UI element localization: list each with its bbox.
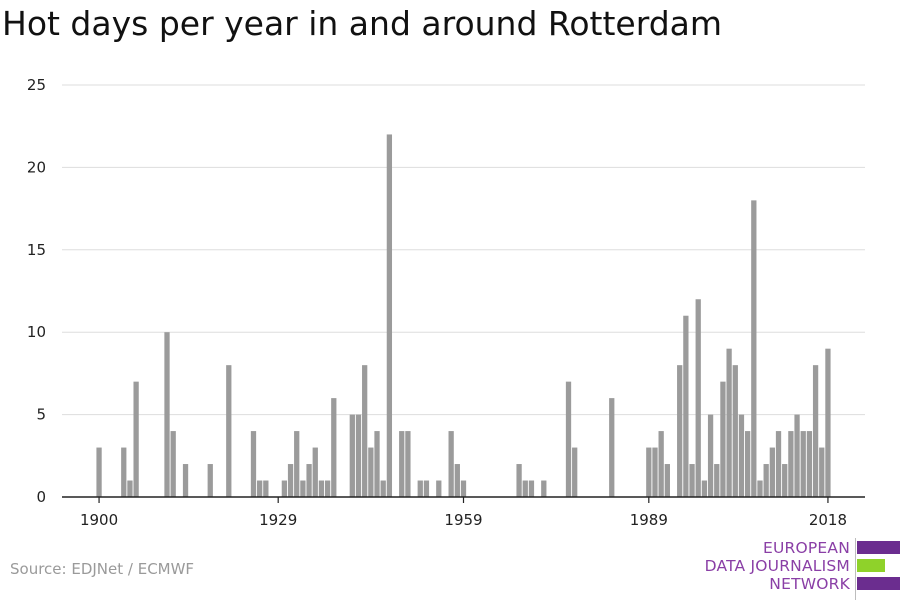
- bar-1912: [170, 431, 176, 497]
- bar-1968: [516, 464, 522, 497]
- bar-2002: [726, 348, 732, 497]
- bar-1911: [164, 332, 170, 497]
- x-tick-label: 1929: [259, 511, 297, 529]
- bar-1914: [182, 464, 189, 497]
- bar-1955: [436, 480, 442, 497]
- bar-1994: [677, 365, 683, 497]
- x-tick-label: 1989: [630, 511, 668, 529]
- y-tick-label: 10: [27, 323, 46, 341]
- bar-1937: [324, 480, 331, 497]
- bar-2012: [788, 431, 794, 497]
- bar-1983: [609, 398, 615, 497]
- bar-1977: [572, 447, 578, 497]
- bar-1958: [454, 464, 460, 497]
- bar-1957: [448, 431, 454, 497]
- bar-1904: [121, 447, 127, 497]
- bar-1947: [386, 134, 393, 497]
- bar-1991: [658, 431, 664, 497]
- logo-text-european: EUROPEAN: [762, 539, 850, 557]
- bar-1999: [707, 414, 714, 497]
- bar-1990: [652, 447, 658, 497]
- bars: [96, 134, 831, 498]
- bar-1949: [399, 431, 405, 497]
- x-axis-tick-labels: 1900 1929 1959 1989 2018: [80, 497, 847, 529]
- bar-1950: [405, 431, 411, 497]
- chart-title: Hot days per year in and around Rotterda…: [2, 4, 723, 43]
- y-tick-label: 0: [36, 488, 46, 506]
- x-tick-label: 1900: [80, 511, 118, 529]
- bar-1945: [374, 431, 380, 497]
- bar-1941: [349, 414, 355, 497]
- bar-1989: [646, 447, 652, 497]
- x-tick-label: 1959: [444, 511, 482, 529]
- bar-1976: [565, 381, 572, 497]
- bar-1997: [695, 299, 701, 497]
- bar-1930: [281, 480, 288, 497]
- bar-2016: [812, 365, 819, 497]
- bar-1952: [417, 480, 423, 497]
- bar-2008: [763, 464, 769, 497]
- logo-purple-bar-bottom: [857, 577, 900, 590]
- bar-1995: [683, 315, 689, 497]
- bar-2017: [819, 447, 825, 497]
- bar-1935: [312, 447, 318, 497]
- bar-1905: [127, 480, 133, 497]
- bar-2010: [775, 431, 782, 497]
- bar-1925: [250, 431, 257, 497]
- bar-1992: [664, 464, 670, 497]
- bar-1944: [368, 447, 374, 497]
- bar-1996: [689, 464, 695, 497]
- bar-2011: [782, 464, 788, 497]
- bar-2013: [794, 414, 800, 497]
- bar-1932: [294, 431, 300, 497]
- logo-green-bar: [857, 559, 885, 572]
- bar-1933: [300, 480, 306, 497]
- gridlines: [62, 84, 865, 416]
- bar-2004: [738, 414, 745, 497]
- bar-1972: [541, 480, 547, 497]
- bar-1942: [355, 414, 362, 497]
- y-tick-label: 5: [36, 406, 46, 424]
- logo-purple-bar-top: [857, 541, 900, 554]
- bar-1970: [528, 480, 535, 497]
- logo-text-network: NETWORK: [769, 575, 850, 593]
- bar-1900: [96, 447, 102, 497]
- bar-2005: [745, 431, 751, 497]
- logo-text-data-journalism: DATA JOURNALISM: [704, 557, 850, 575]
- bar-1931: [287, 464, 294, 497]
- bar-1969: [522, 480, 528, 497]
- bar-2009: [769, 447, 775, 497]
- bar-1927: [263, 480, 269, 497]
- x-tick-label: 2018: [809, 511, 847, 529]
- bar-2003: [732, 365, 738, 497]
- y-axis-tick-labels: 0 5 10 15 20 25: [27, 76, 46, 506]
- y-tick-label: 15: [27, 241, 46, 259]
- source-note: Source: EDJNet / ECMWF: [10, 560, 195, 578]
- y-tick-label: 25: [27, 76, 46, 94]
- bar-2001: [720, 381, 726, 497]
- bar-1934: [306, 464, 312, 497]
- bar-1998: [701, 480, 708, 497]
- bar-1936: [318, 480, 325, 497]
- bar-2015: [806, 431, 813, 497]
- logo-divider: [855, 538, 856, 600]
- bar-1943: [362, 365, 368, 497]
- bar-1938: [331, 398, 337, 497]
- bar-1921: [226, 365, 232, 497]
- bar-2000: [714, 464, 720, 497]
- bar-1953: [423, 480, 430, 497]
- edjnet-logo: EUROPEAN DATA JOURNALISM NETWORK: [660, 538, 900, 600]
- bar-2014: [800, 431, 806, 497]
- bar-1946: [380, 480, 386, 497]
- bar-1959: [460, 480, 467, 497]
- y-tick-label: 20: [27, 158, 46, 176]
- bar-2007: [757, 480, 763, 497]
- bar-2018: [825, 348, 831, 497]
- bar-1918: [207, 464, 213, 497]
- bar-1926: [257, 480, 263, 497]
- bar-1906: [133, 381, 139, 497]
- bar-2006: [751, 200, 757, 498]
